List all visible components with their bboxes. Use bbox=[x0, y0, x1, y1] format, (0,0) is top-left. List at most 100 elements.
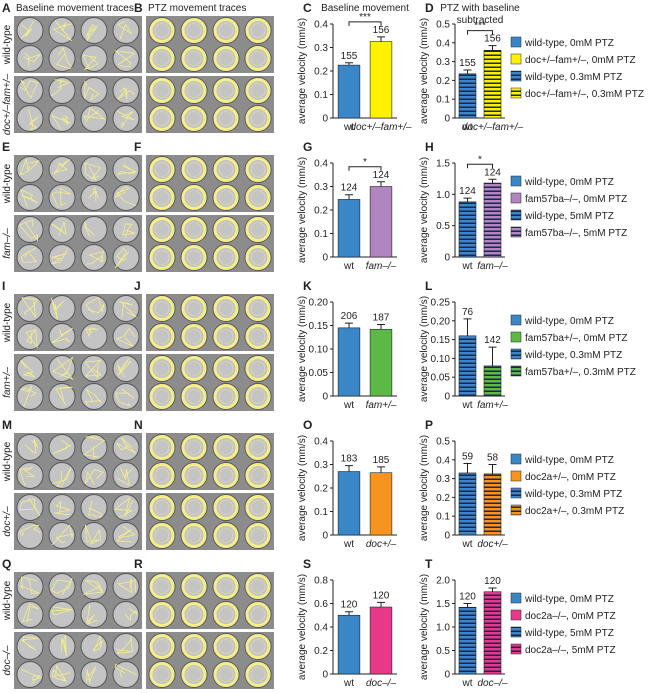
legend-swatch bbox=[510, 348, 522, 360]
trace bbox=[154, 389, 170, 404]
x-tick-label: wt bbox=[343, 539, 354, 550]
error-bar bbox=[345, 62, 353, 66]
panel-letter: H bbox=[425, 140, 434, 154]
trace bbox=[250, 83, 266, 98]
n-label: 185 bbox=[373, 455, 390, 466]
y-tick-label: 0.05 bbox=[309, 368, 329, 379]
well bbox=[212, 522, 240, 549]
legend-label: fam57ba+/–, 0mM PTZ bbox=[525, 333, 628, 344]
trace bbox=[181, 324, 207, 349]
y-axis-label: average velocity (mm/s) bbox=[419, 296, 430, 402]
trace bbox=[52, 664, 71, 682]
error-bar bbox=[377, 324, 385, 330]
trace bbox=[118, 300, 137, 318]
well bbox=[244, 522, 272, 549]
well bbox=[148, 156, 176, 183]
n-label: 124 bbox=[373, 170, 390, 181]
trace bbox=[218, 83, 234, 98]
trace bbox=[51, 187, 71, 209]
legend-swatch bbox=[510, 609, 522, 621]
y-tick-label: 0.1 bbox=[436, 512, 450, 523]
well bbox=[212, 323, 240, 350]
y-tick-label: 0 bbox=[444, 253, 450, 264]
trace bbox=[84, 327, 99, 338]
well bbox=[148, 184, 176, 211]
legend-swatch bbox=[510, 226, 522, 238]
well bbox=[180, 77, 208, 104]
trace bbox=[250, 51, 266, 66]
y-tick-label: 1.0 bbox=[436, 623, 450, 634]
trace bbox=[115, 635, 133, 654]
trace bbox=[186, 639, 202, 654]
trace bbox=[186, 51, 202, 66]
trace bbox=[250, 250, 266, 265]
well bbox=[16, 184, 44, 211]
significance-bracket bbox=[348, 166, 382, 171]
trace bbox=[250, 440, 266, 455]
well bbox=[80, 522, 108, 549]
trace bbox=[154, 222, 170, 237]
trace bbox=[186, 162, 202, 177]
bar bbox=[337, 614, 361, 675]
trace bbox=[53, 158, 70, 175]
trace bbox=[245, 602, 271, 627]
legend-label: fam57ba+/–, 0.3mM PTZ bbox=[525, 367, 636, 378]
error-bar bbox=[488, 45, 497, 51]
trace bbox=[186, 222, 202, 237]
trace bbox=[245, 106, 271, 131]
trace bbox=[186, 111, 202, 126]
trace bbox=[114, 497, 134, 519]
y-tick-label: 0.2 bbox=[314, 484, 328, 495]
panel-letter: C bbox=[303, 1, 312, 15]
well bbox=[212, 601, 240, 628]
error-bar bbox=[463, 69, 472, 74]
y-axis-label: average velocity (mm/s) bbox=[297, 435, 308, 541]
x-tick-label: fam–/– bbox=[477, 261, 508, 272]
bar bbox=[337, 327, 361, 397]
y-tick-label: 2.0 bbox=[436, 576, 450, 587]
trace bbox=[181, 106, 207, 131]
well bbox=[244, 462, 272, 489]
well bbox=[244, 45, 272, 72]
trace bbox=[213, 157, 239, 182]
trace bbox=[218, 528, 234, 543]
trace bbox=[154, 162, 170, 177]
panel-letter: M bbox=[2, 418, 12, 432]
trace bbox=[245, 324, 271, 349]
well bbox=[180, 244, 208, 271]
trace bbox=[117, 87, 136, 100]
well bbox=[80, 383, 108, 410]
trace bbox=[245, 574, 271, 599]
panel-letter: R bbox=[134, 557, 143, 571]
well bbox=[16, 355, 44, 382]
trace bbox=[125, 608, 138, 622]
y-tick-label: 0.10 bbox=[431, 354, 451, 365]
well bbox=[48, 383, 76, 410]
n-label: 76 bbox=[462, 307, 474, 318]
trace bbox=[181, 78, 207, 103]
trace bbox=[250, 528, 266, 543]
well bbox=[48, 355, 76, 382]
trace bbox=[115, 327, 136, 347]
row-label: wild-type bbox=[2, 163, 13, 204]
trace bbox=[84, 162, 102, 181]
well bbox=[48, 156, 76, 183]
legend-label: doc+/–fam+/–, 0mM PTZ bbox=[525, 55, 636, 66]
chart-title: subtracted bbox=[457, 15, 504, 26]
well bbox=[212, 156, 240, 183]
well bbox=[212, 661, 240, 688]
trace bbox=[154, 468, 170, 483]
x-tick-label: wt bbox=[462, 678, 473, 689]
legend-swatch bbox=[510, 487, 522, 499]
trace bbox=[154, 361, 170, 376]
trace bbox=[250, 162, 266, 177]
trace bbox=[154, 23, 170, 38]
n-label: 183 bbox=[341, 454, 358, 465]
trace bbox=[245, 46, 271, 71]
trace bbox=[20, 359, 35, 378]
y-tick-label: 0.1 bbox=[314, 90, 328, 101]
n-label: 120 bbox=[459, 592, 476, 603]
trace bbox=[186, 579, 202, 594]
row-label: doc+/– bbox=[2, 506, 13, 537]
trace bbox=[250, 361, 266, 376]
